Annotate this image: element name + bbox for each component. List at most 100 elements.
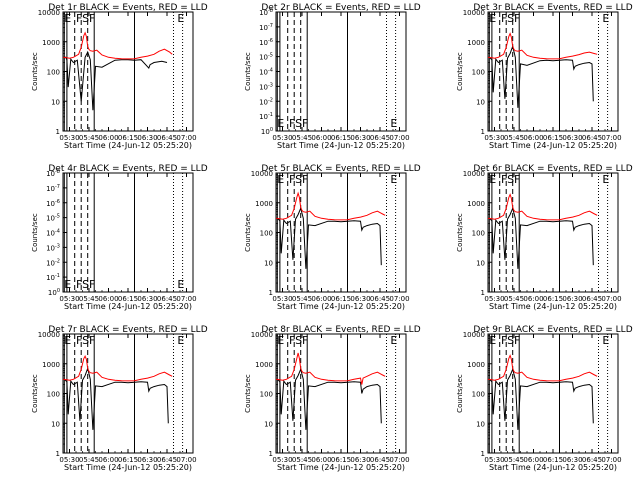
event-marker-label: E [390,117,397,130]
y-tick-label: 10 [264,259,273,267]
event-marker-label: E [602,12,609,25]
events-series-line [488,367,594,430]
x-tick-label: 07:00 [176,134,196,142]
panel-title: Det 6r BLACK = Events, RED = LLD [473,164,632,174]
x-tick-label: 05:45 [79,295,99,303]
y-tick-label: 1 [56,450,60,458]
x-tick-label: 06:30 [350,456,370,464]
x-tick-label: 06:30 [562,295,582,303]
x-tick-label: 05:45 [79,134,99,142]
x-axis-label: Start Time (24-Jun-12 05:25:20) [489,141,617,150]
x-axis-label: Start Time (24-Jun-12 05:25:20) [64,302,192,311]
lld-series-line [487,354,598,382]
y-tick-label: 10-8 [46,169,60,178]
event-marker-label: E [489,173,496,186]
y-tick-label: 100 [260,391,273,399]
events-series-line [276,206,382,269]
x-tick-label: 05:30 [272,134,292,142]
event-marker-label: F [89,12,95,25]
panel-det-6r: Det 6r BLACK = Events, RED = LLD 1 10 100 10… [456,164,633,311]
x-axis-label: Start Time (24-Jun-12 05:25:20) [64,463,192,472]
y-tick-label: 1000 [467,361,485,369]
y-tick-label: 1000 [42,39,60,47]
x-axis-label: Start Time (24-Jun-12 05:25:20) [277,302,405,311]
x-tick-label: 06:00 [98,295,118,303]
y-tick-label: 100 [48,288,60,297]
y-tick-label: 10-2 [46,258,60,267]
y-tick-label: 10-2 [259,97,273,106]
panel-title: Det 3r BLACK = Events, RED = LLD [473,3,632,13]
y-tick-label: 1 [269,450,273,458]
y-tick-label: 1000 [255,200,273,208]
x-tick-label: 07:00 [389,134,409,142]
event-marker-label: E [602,334,609,347]
y-tick-label: 1 [481,289,485,297]
x-tick-label: 06:45 [370,134,390,142]
event-marker-label: E [177,334,184,347]
event-marker-label: E [277,117,284,130]
y-axis-label: Counts/sec [31,213,39,252]
x-tick-label: 06:45 [582,456,602,464]
event-marker-label: F [302,334,308,347]
y-tick-label: 10 [264,420,273,428]
x-tick-label: 06:15 [543,456,563,464]
event-marker-label: FS [76,12,89,25]
y-tick-label: 1000 [255,361,273,369]
event-marker-label: F [514,173,520,186]
y-axis-label: Counts/sec [456,52,464,91]
event-marker-label: F [89,278,95,291]
y-tick-label: 10 [476,98,485,106]
panel-title: Det 4r BLACK = Events, RED = LLD [48,164,207,174]
event-marker-label: FS [289,117,302,130]
y-tick-label: 1 [269,289,273,297]
x-tick-label: 06:15 [543,295,563,303]
events-series-line [63,366,169,430]
x-tick-label: 06:45 [157,134,177,142]
y-axis-label: Counts/sec [31,52,39,91]
event-marker-label: F [302,173,308,186]
panel-det-9r: Det 9r BLACK = Events, RED = LLD 1 10 100 10… [456,325,633,472]
x-tick-label: 06:15 [118,456,138,464]
panel-det-2r: Det 2r BLACK = Events, RED = LLD 100 10-1 1… [244,3,421,150]
x-tick-label: 06:45 [582,295,602,303]
lld-series-line [275,352,386,385]
y-tick-label: 10000 [251,170,273,178]
y-tick-label: 100 [472,230,485,238]
y-tick-label: 100 [47,69,60,77]
event-marker-label: FS [501,12,514,25]
x-tick-label: 06:00 [311,295,331,303]
panel-title: Det 5r BLACK = Events, RED = LLD [261,164,420,174]
y-axis-label: Counts/sec [244,374,252,413]
x-tick-label: 07:00 [601,295,621,303]
y-tick-label: 10-5 [46,214,60,223]
y-tick-label: 100 [472,69,485,77]
panel-title: Det 7r BLACK = Events, RED = LLD [48,325,207,335]
event-marker-label: FS [501,173,514,186]
y-tick-label: 10-3 [259,82,273,91]
x-tick-label: 06:00 [523,456,543,464]
y-tick-label: 10 [51,420,60,428]
panel-det-4r: Det 4r BLACK = Events, RED = LLD 100 10-1 1… [31,164,208,311]
x-tick-label: 05:30 [272,295,292,303]
x-tick-label: 05:45 [292,134,312,142]
y-tick-label: 10-6 [46,199,60,208]
y-tick-label: 10-7 [259,23,273,32]
x-tick-label: 06:15 [118,134,138,142]
x-tick-label: 05:45 [292,295,312,303]
x-tick-label: 06:15 [118,295,138,303]
panel-title: Det 1r BLACK = Events, RED = LLD [48,3,207,13]
y-tick-label: 10000 [38,9,60,17]
event-marker-label: FS [289,173,302,186]
event-marker-label: E [277,173,284,186]
x-tick-label: 06:30 [562,134,582,142]
x-tick-label: 06:30 [137,295,157,303]
x-tick-label: 06:00 [311,456,331,464]
x-tick-label: 06:00 [311,134,331,142]
x-tick-label: 07:00 [601,134,621,142]
y-tick-label: 10-8 [259,8,273,17]
event-marker-label: E [489,334,496,347]
y-tick-label: 10-1 [46,273,60,282]
x-tick-label: 06:00 [98,134,118,142]
y-tick-label: 1000 [42,361,60,369]
plot-frame [62,11,194,132]
